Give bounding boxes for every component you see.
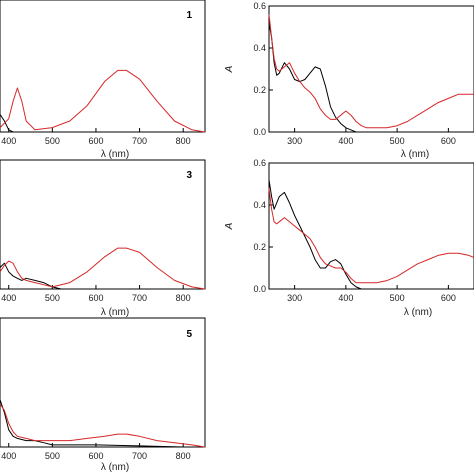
panel-1: 1 400 500 600 700 800 λ (nm) — [0, 0, 206, 160]
x-tick-label: 500 — [45, 451, 60, 461]
x-tick-label: 800 — [176, 136, 191, 146]
y-tick-label: 0.0 — [253, 284, 266, 294]
y-axis-label: A — [224, 222, 235, 230]
x-tick-label: 500 — [45, 293, 60, 303]
series-group — [0, 399, 206, 448]
x-tick-label: 600 — [88, 136, 103, 146]
x-axis-label: λ (nm) — [101, 462, 129, 473]
x-tick-label: 400 — [338, 293, 353, 303]
x-tick-label: 400 — [338, 136, 353, 146]
series-line-black — [0, 114, 14, 133]
x-ticks: 400 500 600 700 800 — [1, 443, 191, 461]
x-ticks: 400 500 600 700 800 — [1, 285, 191, 303]
panel-number: 3 — [186, 170, 192, 181]
series-line-black — [268, 179, 362, 290]
x-tick-label: 700 — [132, 293, 147, 303]
x-tick-label: 700 — [132, 136, 147, 146]
plot-frame — [268, 5, 474, 133]
x-tick-label: 400 — [1, 293, 16, 303]
x-tick-label: 600 — [441, 136, 456, 146]
x-tick-label: 800 — [176, 451, 191, 461]
x-axis-label: λ (nm) — [101, 149, 129, 160]
series-group — [0, 247, 206, 290]
x-tick-label: 500 — [390, 136, 405, 146]
y-tick-label: 0.2 — [253, 85, 266, 95]
series-line-black — [0, 262, 75, 290]
x-tick-label: 300 — [287, 293, 302, 303]
x-tick-label: 300 — [287, 136, 302, 146]
series-line-red — [268, 188, 474, 284]
panel-3: 3 400 500 600 700 800 λ (nm) — [0, 159, 206, 318]
series-group — [268, 14, 474, 133]
x-tick-label: 600 — [88, 293, 103, 303]
y-tick-label: 0.4 — [253, 43, 266, 53]
y-axis-label: A — [224, 65, 235, 73]
panel-2: 300 400 500 600 0.0 0.2 0.4 0.6 λ (nm) A — [224, 1, 474, 160]
x-tick-label: 500 — [45, 136, 60, 146]
series-line-red — [268, 14, 474, 129]
y-ticks: 0.0 0.2 0.4 0.6 — [253, 158, 273, 294]
y-tick-label: 0.4 — [253, 200, 266, 210]
panel-number: 1 — [186, 10, 192, 21]
x-axis-label: λ (nm) — [404, 307, 432, 318]
series-line-red — [0, 69, 206, 133]
x-tick-label: 700 — [132, 451, 147, 461]
x-tick-label: 400 — [1, 451, 16, 461]
x-tick-label: 400 — [1, 136, 16, 146]
series-line-red — [0, 403, 206, 448]
x-ticks: 300 400 500 600 — [287, 128, 456, 146]
y-tick-label: 0.2 — [253, 242, 266, 252]
panel-4: 300 400 500 600 0.0 0.2 0.4 0.6 λ (nm) A — [224, 158, 474, 318]
x-ticks: 400 500 600 700 800 — [1, 128, 191, 146]
x-ticks: 300 400 500 600 — [287, 285, 456, 303]
y-tick-label: 0.6 — [253, 1, 266, 11]
series-group — [268, 179, 474, 290]
panel-5: 5 400 500 600 700 800 λ (nm) — [0, 317, 206, 473]
series-group — [0, 69, 206, 133]
y-tick-label: 0.0 — [253, 127, 266, 137]
x-axis-label: λ (nm) — [401, 149, 429, 160]
series-line-black — [0, 399, 205, 448]
panel-number: 5 — [186, 329, 192, 340]
y-tick-label: 0.6 — [253, 158, 266, 168]
x-axis-label: λ (nm) — [101, 307, 129, 318]
x-tick-label: 600 — [88, 451, 103, 461]
x-tick-label: 600 — [441, 293, 456, 303]
plot-frame — [0, 317, 206, 448]
x-tick-label: 800 — [176, 293, 191, 303]
plot-frame — [268, 162, 474, 290]
x-tick-label: 500 — [390, 293, 405, 303]
series-line-red — [0, 247, 206, 290]
series-line-black — [268, 22, 362, 133]
plot-frame — [0, 0, 206, 133]
plot-frame — [0, 159, 206, 290]
